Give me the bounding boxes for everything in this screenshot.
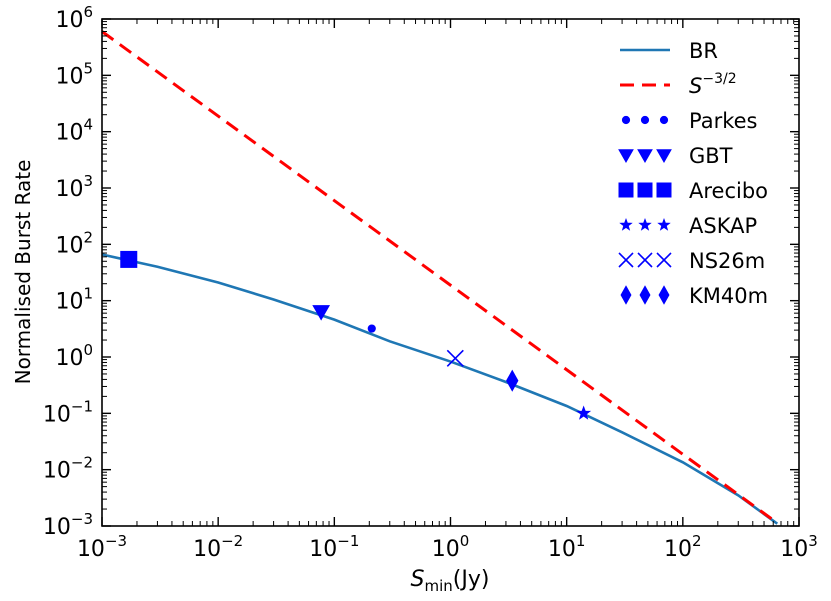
y-tick-label: 104: [55, 116, 93, 146]
marker-km40m: [506, 369, 519, 392]
legend-marker-km40m: [658, 285, 670, 305]
x-tick-label: 102: [664, 532, 702, 562]
axis-ticks: 10−3 10−2 10−1 100 101 102 103 10−3 10−2 10−1 100 1…: [43, 3, 818, 562]
x-tick-label: 100: [432, 532, 470, 562]
y-tick-label: 101: [55, 285, 93, 315]
series-line-power-law: [101, 30, 779, 525]
marker-askap: [576, 405, 592, 420]
legend-marker-km40m: [639, 285, 651, 305]
x-tick-label: 10−3: [77, 532, 127, 562]
legend-label: BR: [689, 39, 718, 63]
y-axis-label: Normalised Burst Rate: [11, 160, 35, 385]
y-tick-label: 100: [55, 341, 93, 371]
y-tick-label: 105: [55, 59, 93, 89]
x-tick-label: 10−1: [309, 532, 359, 562]
legend-marker-gbt: [637, 149, 653, 164]
legend-marker-ns26m: [618, 252, 634, 268]
legend-label: Arecibo: [689, 179, 768, 203]
legend-label: KM40m: [689, 284, 768, 308]
legend-marker-parkes: [640, 115, 650, 125]
legend-marker-arecibo: [656, 182, 672, 198]
legend-marker-arecibo: [637, 182, 653, 198]
y-tick-label: 102: [55, 228, 93, 258]
legend-label: S−3/2: [689, 71, 737, 98]
legend-marker-km40m: [620, 285, 632, 305]
legend-marker-ns26m: [637, 252, 653, 268]
y-tick-label: 10−1: [43, 397, 93, 427]
marker-ns26m: [446, 349, 464, 367]
series-line-br: [101, 253, 779, 525]
y-tick-label: 106: [55, 3, 93, 33]
legend-label: ASKAP: [689, 214, 757, 238]
legend-marker-parkes: [621, 115, 631, 125]
x-tick-label: 10−2: [193, 532, 243, 562]
legend-label: NS26m: [689, 249, 765, 273]
plot-area: [101, 30, 779, 525]
y-tick-label: 103: [55, 172, 93, 202]
marker-parkes: [367, 324, 376, 333]
legend-marker-askap: [638, 217, 652, 231]
legend-marker-gbt: [656, 149, 672, 164]
marker-gbt: [312, 305, 331, 321]
y-tick-label: 10−2: [43, 454, 93, 484]
legend-label: GBT: [689, 144, 733, 168]
legend-marker-arecibo: [618, 182, 634, 198]
x-tick-label: 101: [548, 532, 586, 562]
y-tick-label: 10−3: [43, 510, 93, 540]
x-axis-label: Smin(Jy): [411, 567, 490, 595]
legend-marker-askap: [657, 217, 671, 231]
legend-marker-parkes: [659, 115, 669, 125]
legend-marker-askap: [619, 217, 633, 231]
legend: BR S−3/2 Parkes GBT Arecibo ASKAP NS26m KM40m: [618, 39, 768, 308]
legend-marker-gbt: [618, 149, 634, 164]
legend-label: Parkes: [689, 109, 758, 133]
x-tick-label: 103: [780, 532, 818, 562]
marker-arecibo: [120, 250, 138, 268]
legend-marker-ns26m: [656, 252, 672, 268]
